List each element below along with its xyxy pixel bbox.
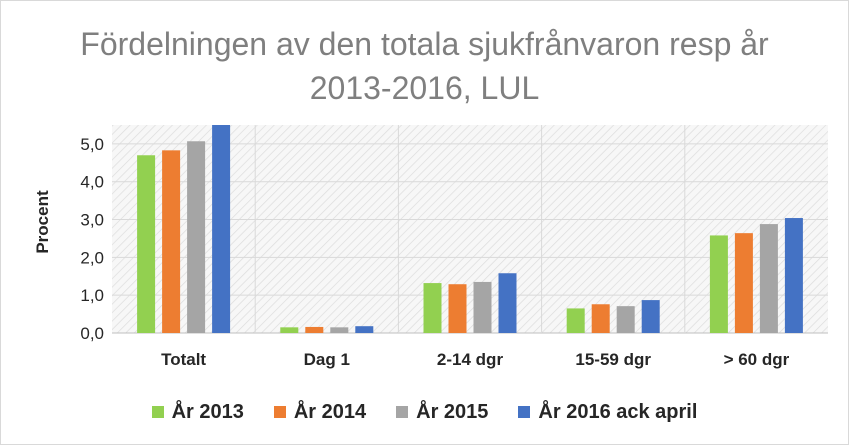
legend-label: År 2016 ack april (538, 400, 698, 423)
bar-3-0 (566, 308, 585, 333)
y-tick-label: 3,0 (80, 211, 104, 230)
bar-3-2 (616, 306, 635, 333)
y-tick-label: 1,0 (80, 286, 104, 305)
chart-title-line1: Fördelningen av den totala sjukfrånvaron… (80, 26, 769, 62)
bar-1-1 (305, 326, 324, 333)
legend-swatch (273, 406, 286, 418)
bar-2-2 (473, 281, 492, 333)
legend-swatch (518, 406, 531, 418)
y-tick-label: 5,0 (80, 135, 104, 154)
bar-4-0 (709, 235, 728, 333)
bar-4-2 (759, 224, 778, 333)
y-tick-label: 0,0 (80, 324, 104, 343)
bar-2-3 (498, 273, 517, 333)
bar-3-3 (641, 300, 660, 333)
legend-swatch (151, 406, 164, 418)
x-tick-label: > 60 dgr (724, 350, 790, 369)
legend-label: År 2014 (293, 400, 367, 423)
bar-1-0 (280, 327, 299, 333)
bar-1-3 (355, 326, 374, 333)
y-axis-label: Procent (33, 190, 52, 254)
y-tick-label: 2,0 (80, 248, 104, 267)
legend-item: År 2016 ack april (518, 401, 697, 424)
legend-swatch (396, 406, 409, 418)
bar-4-1 (734, 233, 753, 333)
legend-label: År 2015 (416, 400, 489, 423)
bar-2-0 (423, 283, 442, 333)
y-tick-label: 4,0 (80, 173, 104, 192)
x-tick-label: Dag 1 (304, 350, 350, 369)
bar-0-1 (162, 150, 181, 333)
x-tick-label: 2-14 dgr (437, 350, 504, 369)
legend-item: År 2014 (273, 400, 367, 424)
x-tick-label: 15-59 dgr (575, 350, 651, 369)
legend: År 2013 År 2014 År 2015 År 2016 ack april (0, 396, 849, 428)
bar-1-2 (330, 327, 349, 333)
bar-4-3 (784, 218, 803, 333)
x-tick-label: Totalt (161, 350, 206, 369)
bar-2-1 (448, 284, 467, 333)
legend-label: År 2013 (171, 400, 244, 423)
chart-title-line2: 2013-2016, LUL (309, 70, 540, 106)
plot-area (112, 125, 828, 333)
bar-0-2 (187, 141, 206, 333)
bar-0-0 (137, 155, 156, 333)
legend-item: År 2015 (396, 401, 488, 424)
legend-item: År 2013 (151, 400, 244, 424)
bar-3-1 (591, 304, 610, 333)
bar-0-3 (212, 125, 231, 333)
